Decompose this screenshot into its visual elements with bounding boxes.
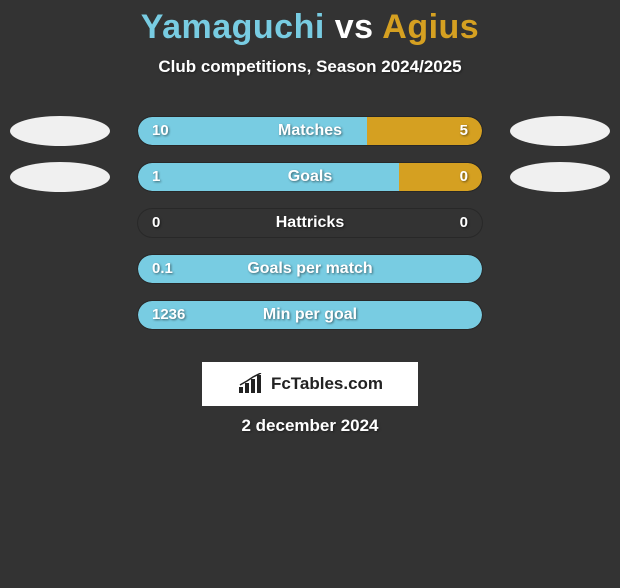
subtitle: Club competitions, Season 2024/2025 <box>0 57 620 77</box>
vs-text: vs <box>335 8 374 46</box>
bar-track <box>138 301 482 329</box>
bar-left <box>138 117 367 145</box>
bar-left <box>138 163 399 191</box>
stats-chart: Matches105 Goals10 Hattricks00 Goals per ma… <box>0 117 620 329</box>
stat-row: Hattricks00 <box>0 209 620 237</box>
player2-avatar <box>510 162 610 192</box>
stat-row: Min per goal1236 <box>0 301 620 329</box>
stat-row: Matches105 <box>0 117 620 145</box>
bar-track <box>138 163 482 191</box>
bar-right <box>399 163 482 191</box>
bar-right <box>367 117 482 145</box>
player2-avatar <box>510 116 610 146</box>
stat-row: Goals per match0.1 <box>0 255 620 283</box>
player1-name: Yamaguchi <box>141 8 325 46</box>
player1-avatar <box>10 116 110 146</box>
date-text: 2 december 2024 <box>0 416 620 436</box>
fctables-icon <box>237 373 265 395</box>
player2-name: Agius <box>382 8 479 46</box>
bar-track <box>138 209 482 237</box>
logo-text: FcTables.com <box>271 374 383 394</box>
bar-left <box>138 301 482 329</box>
bar-track <box>138 255 482 283</box>
stat-row: Goals10 <box>0 163 620 191</box>
player1-avatar <box>10 162 110 192</box>
comparison-title: Yamaguchi vs Agius <box>0 8 620 47</box>
bar-left <box>138 255 482 283</box>
logo-box: FcTables.com <box>202 362 418 406</box>
bar-track <box>138 117 482 145</box>
